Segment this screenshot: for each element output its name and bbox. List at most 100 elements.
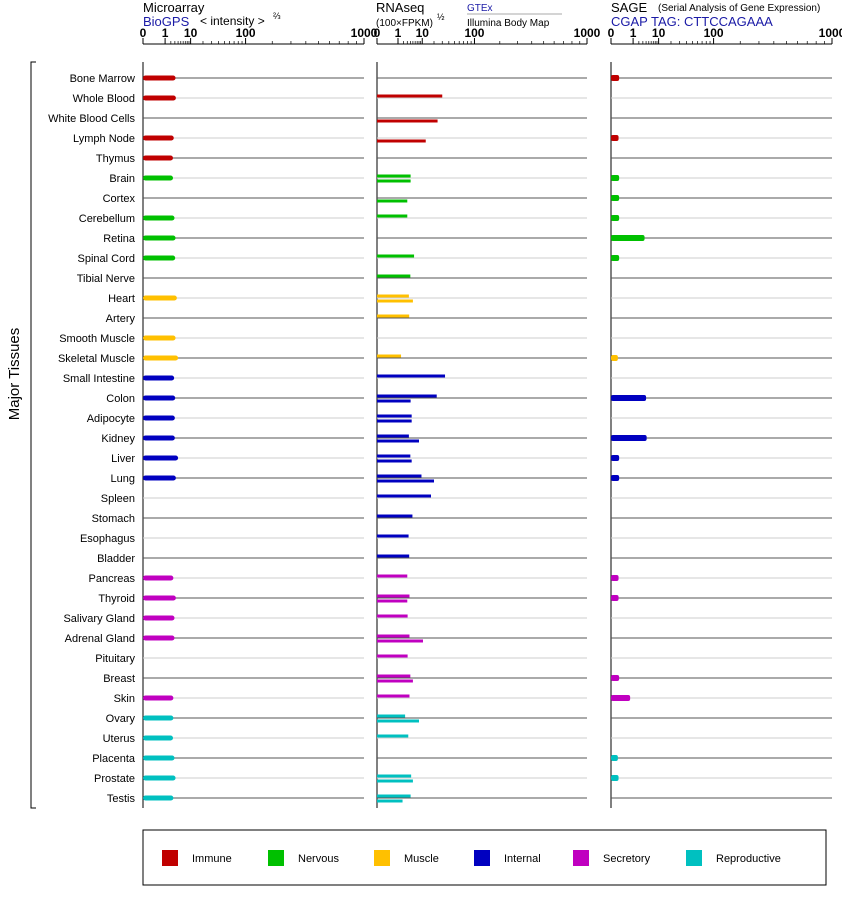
panel-0-tick-label: 100 <box>236 26 256 40</box>
sage-bar <box>611 215 620 221</box>
panel-1-tick-label: 10 <box>416 26 430 40</box>
legend-label-secretory: Secretory <box>603 853 651 865</box>
rnaseq-gtex-bar <box>377 434 409 438</box>
rnaseq-illumina-bar <box>377 179 411 183</box>
sage-bar <box>611 395 647 401</box>
legend-swatch-secretory <box>573 850 589 866</box>
rnaseq-illumina-bar <box>377 719 419 723</box>
tissue-label: Cerebellum <box>79 213 135 225</box>
tissue-label: Ovary <box>106 713 136 725</box>
rnaseq-gtex-bar <box>377 394 437 398</box>
rnaseq-illumina-bar <box>377 639 423 643</box>
microarray-bar <box>143 635 175 641</box>
rnaseq-gtex-bar <box>377 254 415 258</box>
microarray-subtitle: BioGPS <box>143 14 190 29</box>
rnaseq-gtex-bar <box>377 294 409 298</box>
legend-label-nervous: Nervous <box>298 853 339 865</box>
tissue-label: Bone Marrow <box>70 73 135 85</box>
panel-2-tick-label: 10 <box>652 26 666 40</box>
rnaseq-unit-power: ½ <box>437 12 445 22</box>
rnaseq-source-gtex: GTEx <box>467 3 493 14</box>
sage-bar <box>611 595 619 601</box>
microarray-bar <box>143 135 174 141</box>
tissue-label: Whole Blood <box>73 93 135 105</box>
panel-1-tick-label: 1000 <box>574 26 601 40</box>
tissue-label: Liver <box>111 453 135 465</box>
rnaseq-gtex-bar <box>377 354 402 358</box>
tissue-label: Spleen <box>101 493 135 505</box>
sage-bar <box>611 135 619 141</box>
legend-swatch-internal <box>474 850 490 866</box>
legend-swatch-reproductive <box>686 850 702 866</box>
microarray-bar <box>143 595 176 601</box>
tissue-label: Retina <box>103 233 136 245</box>
tissue-label: Thyroid <box>98 593 135 605</box>
rnaseq-gtex-bar <box>377 794 411 798</box>
rnaseq-gtex-bar <box>377 714 406 718</box>
rnaseq-gtex-bar <box>377 674 411 678</box>
microarray-bar <box>143 335 176 341</box>
sage-title: SAGE <box>611 0 647 15</box>
panel-0-tick-label: 10 <box>184 26 198 40</box>
tissue-label: Brain <box>109 173 135 185</box>
legend-label-immune: Immune <box>192 853 232 865</box>
rnaseq-gtex-bar <box>377 694 410 698</box>
tissue-label: Prostate <box>94 773 135 785</box>
microarray-bar <box>143 255 176 261</box>
microarray-bar <box>143 235 176 241</box>
microarray-bar <box>143 475 176 481</box>
rnaseq-illumina-bar <box>377 139 426 143</box>
microarray-bar <box>143 715 174 721</box>
rnaseq-gtex-bar <box>377 474 422 478</box>
microarray-unit: < intensity > <box>200 14 265 28</box>
rnaseq-illumina-bar <box>377 779 413 783</box>
tissue-label: Stomach <box>92 513 135 525</box>
rnaseq-gtex-bar <box>377 554 410 558</box>
panel-2-tick-label: 1000 <box>819 26 842 40</box>
tissue-label: White Blood Cells <box>48 113 135 125</box>
tissue-label: Adipocyte <box>87 413 135 425</box>
rnaseq-gtex-bar <box>377 534 409 538</box>
rnaseq-illumina-bar <box>377 799 403 803</box>
panel-0-tick-label: 1000 <box>351 26 378 40</box>
sage-bar <box>611 255 620 261</box>
side-bracket <box>30 61 36 809</box>
panel-1-tick-label: 1 <box>395 26 402 40</box>
rnaseq-source-illumina: Illumina Body Map <box>467 18 550 29</box>
tissue-label: Testis <box>107 793 136 805</box>
panel-0-tick-label: 1 <box>162 26 169 40</box>
panel-1-tick-label: 0 <box>374 26 381 40</box>
tissue-label: Smooth Muscle <box>59 333 135 345</box>
rnaseq-illumina-bar <box>377 439 419 443</box>
sage-bar <box>611 435 647 441</box>
sage-bar <box>611 175 620 181</box>
microarray-bar <box>143 775 176 781</box>
microarray-bar <box>143 375 175 381</box>
microarray-bar <box>143 415 175 421</box>
microarray-bar <box>143 695 174 701</box>
tissue-label: Salivary Gland <box>63 613 135 625</box>
microarray-bar <box>143 95 176 101</box>
microarray-bar <box>143 395 176 401</box>
side-axis-label: Major Tissues <box>6 328 23 421</box>
microarray-bar <box>143 155 173 161</box>
panel-2-tick-label: 100 <box>704 26 724 40</box>
sage-bar <box>611 475 620 481</box>
panel-0-tick-label: 0 <box>140 26 147 40</box>
rnaseq-gtex-bar <box>377 574 408 578</box>
microarray-bar <box>143 575 174 581</box>
tissue-label: Colon <box>106 393 135 405</box>
microarray-bar <box>143 75 176 81</box>
tissue-label: Lymph Node <box>73 133 135 145</box>
rnaseq-gtex-bar <box>377 594 410 598</box>
tissue-label: Pituitary <box>95 653 135 665</box>
legend-swatch-immune <box>162 850 178 866</box>
microarray-bar <box>143 735 173 741</box>
legend-swatch-muscle <box>374 850 390 866</box>
panel-2-tick-label: 0 <box>608 26 615 40</box>
tissue-label: Bladder <box>97 553 135 565</box>
tissue-label: Spinal Cord <box>78 253 135 265</box>
rnaseq-gtex-bar <box>377 274 411 278</box>
microarray-unit-power: ⅔ <box>273 11 281 21</box>
